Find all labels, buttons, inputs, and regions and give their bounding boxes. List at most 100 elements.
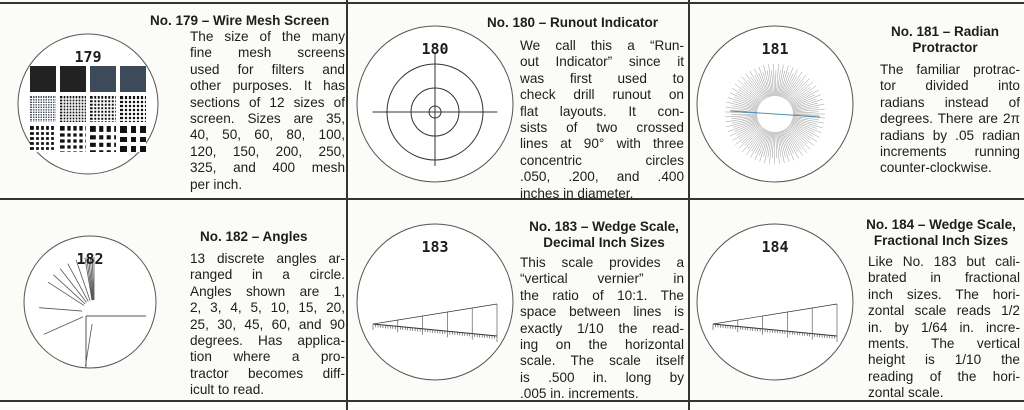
radian-tick bbox=[786, 127, 805, 147]
radian-tick bbox=[792, 98, 823, 109]
radian-tick bbox=[792, 114, 819, 116]
radian-tick bbox=[751, 129, 766, 152]
reticle-outline bbox=[696, 25, 854, 183]
radian-tick bbox=[746, 128, 765, 156]
reticle-outline bbox=[356, 223, 514, 381]
description-line: inch sizes. The hori- bbox=[868, 286, 1020, 302]
radian-tick bbox=[736, 93, 760, 106]
radian-tick bbox=[749, 70, 767, 99]
entry-description: The size of the many fine mesh screens use… bbox=[190, 29, 345, 193]
radian-tick bbox=[725, 111, 758, 114]
radian-tick bbox=[755, 129, 768, 154]
description-line: “vertical vernier” in bbox=[520, 271, 684, 287]
radian-tick bbox=[778, 131, 785, 164]
radian-tick bbox=[785, 78, 801, 100]
description-line: reading of the hori- bbox=[868, 368, 1020, 384]
description-line: .005 in. increments. bbox=[520, 386, 639, 402]
radian-tick bbox=[758, 73, 769, 98]
radian-tick bbox=[754, 130, 769, 160]
radian-tick bbox=[740, 85, 762, 103]
mesh-sample bbox=[30, 96, 56, 122]
radian-tick bbox=[785, 74, 807, 101]
radian-tick bbox=[792, 118, 824, 129]
radian-tick bbox=[779, 65, 789, 97]
entry-title-line: No. 184 – Wedge Scale, bbox=[866, 217, 1016, 232]
radian-tick bbox=[792, 107, 819, 112]
radian-tick bbox=[750, 129, 767, 158]
entry-description: This scale provides a “vertical vernier” … bbox=[520, 255, 684, 403]
radian-tick bbox=[771, 70, 774, 97]
description-line: 2, 3, 4, 5, 10, 15, 20, bbox=[190, 300, 345, 316]
reticle-number: 184 bbox=[761, 238, 789, 256]
mesh-sample bbox=[90, 66, 116, 92]
radian-tick bbox=[777, 131, 782, 158]
radian-tick bbox=[790, 122, 814, 137]
radian-tick bbox=[728, 120, 759, 132]
radian-tick bbox=[725, 114, 758, 118]
radian-zero-line bbox=[729, 110, 821, 118]
description-line: We call this a “Run- bbox=[520, 38, 684, 53]
angle-line bbox=[91, 257, 95, 301]
description-line: sections of 12 sizes of bbox=[190, 94, 345, 110]
radian-tick bbox=[792, 102, 818, 110]
radian-tick bbox=[789, 85, 817, 105]
radian-tick bbox=[726, 118, 758, 128]
description-line: 25, 30, 45, 60, and 90 bbox=[190, 316, 345, 332]
description-line: the ratio of 10:1. The bbox=[520, 287, 684, 303]
reticle-number: 182 bbox=[76, 250, 104, 268]
description-line: scale. The scale itself bbox=[520, 353, 684, 369]
wedge-slope-line bbox=[372, 303, 498, 325]
description-line: 120, 150, 200, 250, bbox=[190, 143, 345, 159]
radian-tick bbox=[759, 131, 770, 162]
description-line: was first used to bbox=[520, 70, 684, 86]
description-line: is .500 in. long by bbox=[520, 369, 684, 385]
entry-title: No. 183 – Wedge Scale, Decimal Inch Sizes bbox=[520, 219, 688, 251]
radian-tick bbox=[792, 117, 818, 125]
description-line: brated in fractional bbox=[868, 270, 1020, 286]
description-line: degrees. There are 2π bbox=[880, 111, 1020, 127]
reticle-outline bbox=[23, 235, 157, 369]
description-line: The familiar protrac- bbox=[880, 62, 1020, 77]
description-line: increments running bbox=[880, 143, 1020, 159]
description-line: counter-clockwise. bbox=[880, 160, 992, 176]
radian-tick bbox=[788, 81, 814, 103]
radian-tick bbox=[786, 127, 807, 153]
radian-tick bbox=[766, 70, 773, 97]
radian-tick bbox=[734, 96, 759, 108]
description-line: 13 discrete angles ar- bbox=[190, 251, 345, 266]
mesh-sample bbox=[60, 66, 86, 92]
radian-tick bbox=[741, 76, 764, 101]
description-line: Angles shown are 1, bbox=[190, 283, 345, 299]
concentric-circle bbox=[386, 63, 484, 161]
radian-tick bbox=[776, 131, 780, 164]
entry-title-line: No. 179 – Wire Mesh Screen bbox=[150, 13, 330, 28]
angle-line bbox=[43, 316, 84, 335]
radian-tick bbox=[783, 75, 798, 99]
description-line: fine mesh screens bbox=[190, 45, 345, 61]
description-line: ments. The vertical bbox=[868, 335, 1020, 351]
reticle-number: 181 bbox=[761, 40, 789, 58]
radian-tick bbox=[735, 124, 761, 145]
reticle-image bbox=[17, 33, 159, 175]
radian-tick bbox=[753, 68, 768, 98]
radian-tick bbox=[731, 117, 758, 124]
radian-tick bbox=[775, 70, 777, 97]
description-line: lines at 90° with three bbox=[520, 136, 684, 152]
reticle-image bbox=[23, 235, 157, 369]
entry-title-line: No. 180 – Runout Indicator bbox=[487, 15, 659, 30]
description-line: ing on the horizontal bbox=[520, 336, 684, 352]
radian-tick bbox=[758, 66, 770, 98]
column-divider bbox=[688, 0, 690, 410]
radian-tick bbox=[776, 70, 781, 97]
radian-tick bbox=[791, 119, 817, 129]
radian-tick bbox=[742, 127, 764, 153]
radian-tick bbox=[791, 94, 815, 107]
entry-description: The familiar protrac-tor divided into rad… bbox=[880, 62, 1020, 177]
entry-description: 13 discrete angles ar-ranged in a circle… bbox=[190, 251, 345, 399]
entry-title: No. 180 – Runout Indicator bbox=[487, 15, 687, 31]
description-line: tion where a pro- bbox=[190, 349, 345, 365]
radian-tick bbox=[783, 129, 799, 159]
description-line: degrees. Has applica- bbox=[190, 332, 345, 348]
top-rule bbox=[0, 2, 1024, 4]
radian-tick bbox=[784, 71, 803, 99]
